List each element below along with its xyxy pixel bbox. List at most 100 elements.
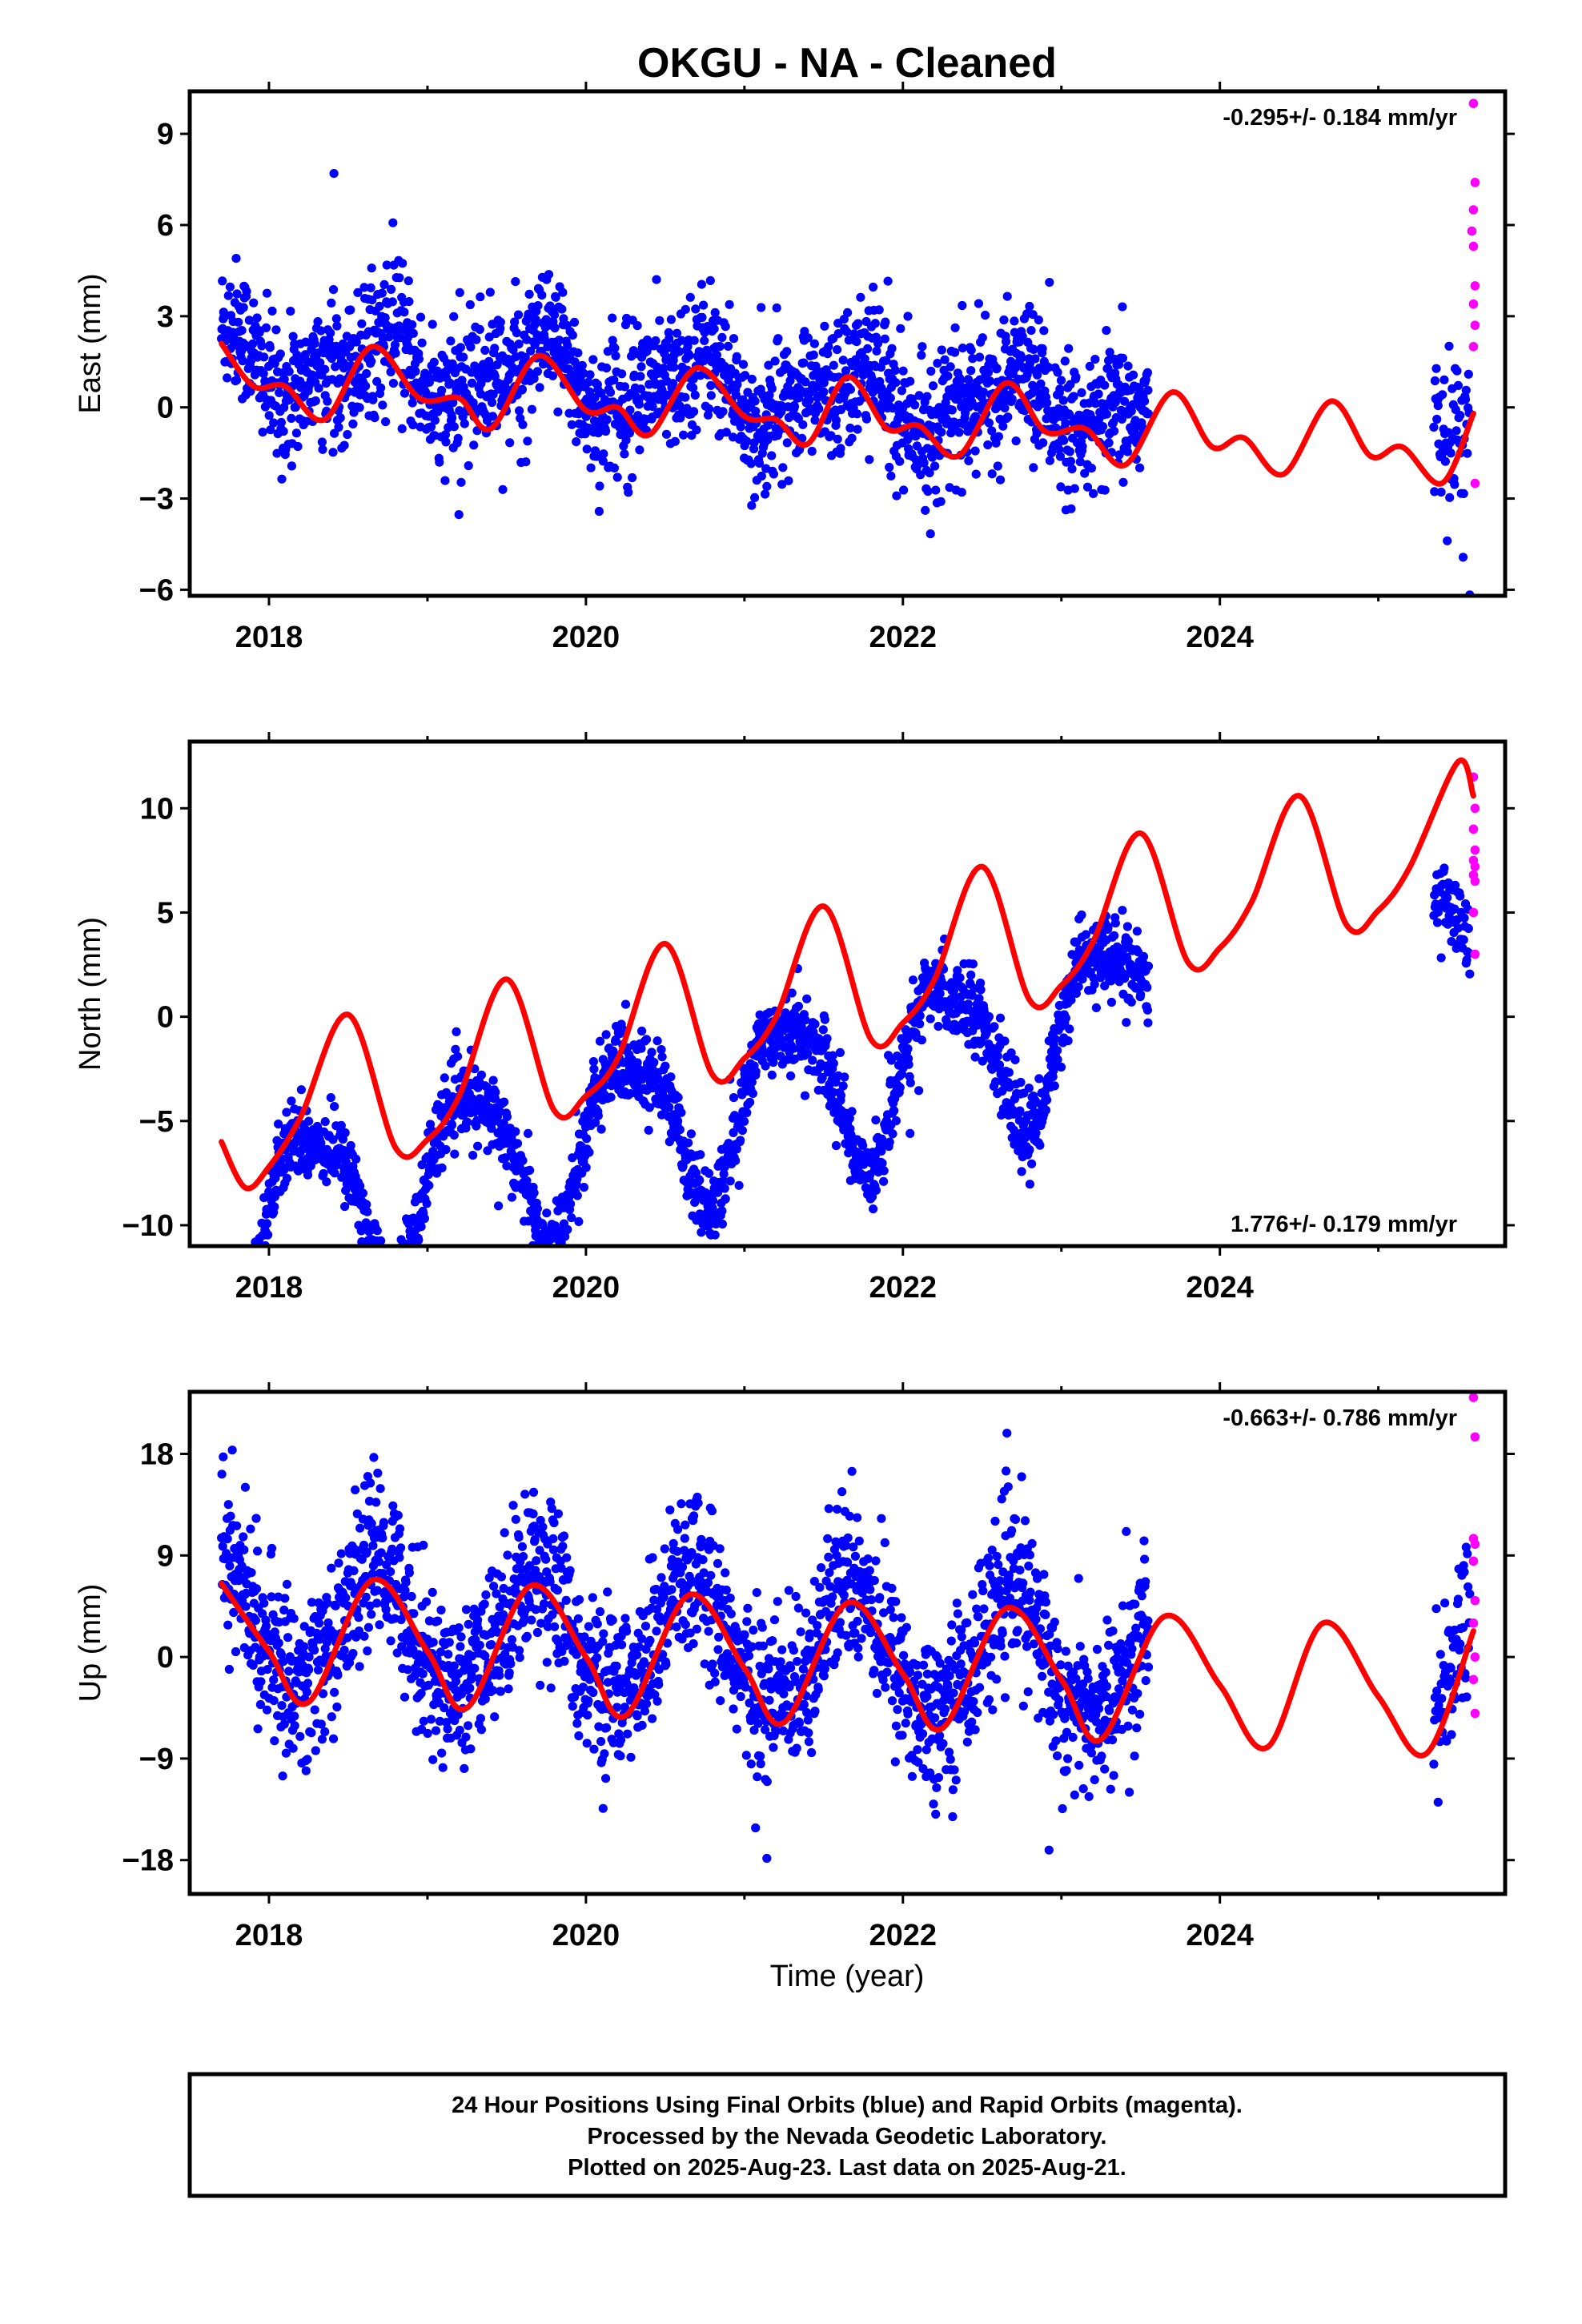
north-final-point xyxy=(970,1052,980,1062)
east-final-point xyxy=(665,334,674,344)
east-final-point xyxy=(237,326,247,336)
east-final-point xyxy=(624,488,633,497)
north-final-point xyxy=(877,1158,887,1168)
up-final-point xyxy=(381,1605,391,1614)
east-final-point xyxy=(1453,380,1463,390)
up-final-point xyxy=(299,1622,309,1631)
east-final-point xyxy=(1000,403,1010,412)
north-final-point xyxy=(705,1168,714,1178)
north-final-point xyxy=(1126,997,1136,1007)
east-final-point xyxy=(480,345,490,355)
east-final-point xyxy=(232,376,242,385)
east-final-point xyxy=(300,350,310,360)
east-final-point xyxy=(767,384,777,393)
up-final-point xyxy=(382,1560,391,1570)
north-final-point xyxy=(400,1297,408,1306)
up-final-point xyxy=(223,1500,233,1510)
north-final-point xyxy=(1103,923,1113,932)
north-final-point xyxy=(340,1202,350,1212)
north-final-point xyxy=(394,1297,403,1306)
east-final-point xyxy=(1114,450,1124,460)
north-final-point xyxy=(734,1180,744,1190)
east-final-point xyxy=(466,342,476,352)
east-final-point xyxy=(408,420,418,430)
east-final-point xyxy=(1140,396,1150,406)
north-final-point xyxy=(388,1276,397,1285)
north-final-point xyxy=(789,1043,799,1053)
north-final-point xyxy=(731,1156,741,1165)
up-final-point xyxy=(253,1724,263,1734)
north-final-point xyxy=(717,1206,727,1216)
north-final-point xyxy=(1015,1106,1025,1116)
north-final-point xyxy=(566,1199,576,1208)
north-rate-label: 1.776+/- 0.179 mm/yr xyxy=(1231,1212,1457,1237)
east-final-point xyxy=(963,375,973,384)
east-final-point xyxy=(252,313,262,323)
north-final-point xyxy=(661,1061,670,1071)
north-rapid-point xyxy=(1470,803,1480,814)
up-xtick-label: 2024 xyxy=(1186,1919,1254,1952)
north-final-point xyxy=(250,1259,259,1268)
east-ytick-label: −6 xyxy=(139,573,174,607)
east-final-point xyxy=(810,416,820,425)
east-final-point xyxy=(411,367,420,376)
east-final-point xyxy=(896,324,905,333)
up-final-point xyxy=(270,1736,279,1746)
north-final-point xyxy=(697,1228,706,1237)
east-final-point xyxy=(1078,441,1087,452)
east-final-point xyxy=(610,344,620,353)
north-final-point xyxy=(246,1262,255,1271)
east-model-curve xyxy=(219,340,1476,487)
north-final-point xyxy=(1050,1034,1060,1043)
east-final-point xyxy=(275,388,284,397)
north-final-point xyxy=(1432,918,1443,927)
up-final-point xyxy=(355,1523,365,1533)
north-final-point xyxy=(547,1261,556,1270)
east-final-point xyxy=(609,375,619,385)
north-final-point xyxy=(408,1249,417,1258)
north-final-point xyxy=(732,1144,741,1154)
north-final-point xyxy=(1025,1145,1034,1155)
east-final-point xyxy=(559,314,568,324)
east-final-point xyxy=(404,276,413,286)
up-final-point xyxy=(241,1602,251,1611)
north-final-point xyxy=(363,1249,372,1258)
east-final-point xyxy=(379,279,389,289)
up-final-point xyxy=(316,1719,326,1729)
north-final-point xyxy=(838,1081,848,1091)
east-final-point xyxy=(964,456,974,466)
north-final-point xyxy=(641,1035,652,1044)
north-final-point xyxy=(582,1134,592,1144)
north-final-point xyxy=(915,1011,925,1020)
east-final-point xyxy=(1069,392,1078,401)
east-final-point xyxy=(459,352,468,362)
east-final-point xyxy=(741,371,750,380)
east-final-point xyxy=(839,315,849,324)
north-final-point xyxy=(747,1077,757,1087)
east-final-point xyxy=(291,428,301,438)
east-final-point xyxy=(1432,414,1442,424)
east-final-point xyxy=(1090,399,1100,408)
east-final-point xyxy=(620,382,630,392)
north-final-point xyxy=(534,1261,543,1269)
up-final-point xyxy=(283,1633,293,1642)
up-final-point xyxy=(323,1618,333,1628)
east-final-point xyxy=(905,376,915,386)
north-final-point xyxy=(817,1073,827,1083)
east-final-point xyxy=(496,317,505,327)
east-final-point xyxy=(987,426,997,436)
up-ytick-label: −9 xyxy=(139,1743,174,1776)
east-final-point xyxy=(1002,336,1011,347)
east-final-point xyxy=(234,317,243,327)
north-final-point xyxy=(720,1184,729,1193)
north-final-point xyxy=(1465,969,1475,979)
up-final-point xyxy=(327,1712,336,1722)
east-final-point xyxy=(1038,344,1047,353)
north-final-point xyxy=(1452,915,1462,925)
north-final-point xyxy=(725,1176,735,1186)
east-final-point xyxy=(351,337,361,347)
east-final-point xyxy=(983,368,993,377)
east-final-point xyxy=(754,458,765,468)
east-final-point xyxy=(833,329,843,339)
east-final-point xyxy=(981,311,990,320)
